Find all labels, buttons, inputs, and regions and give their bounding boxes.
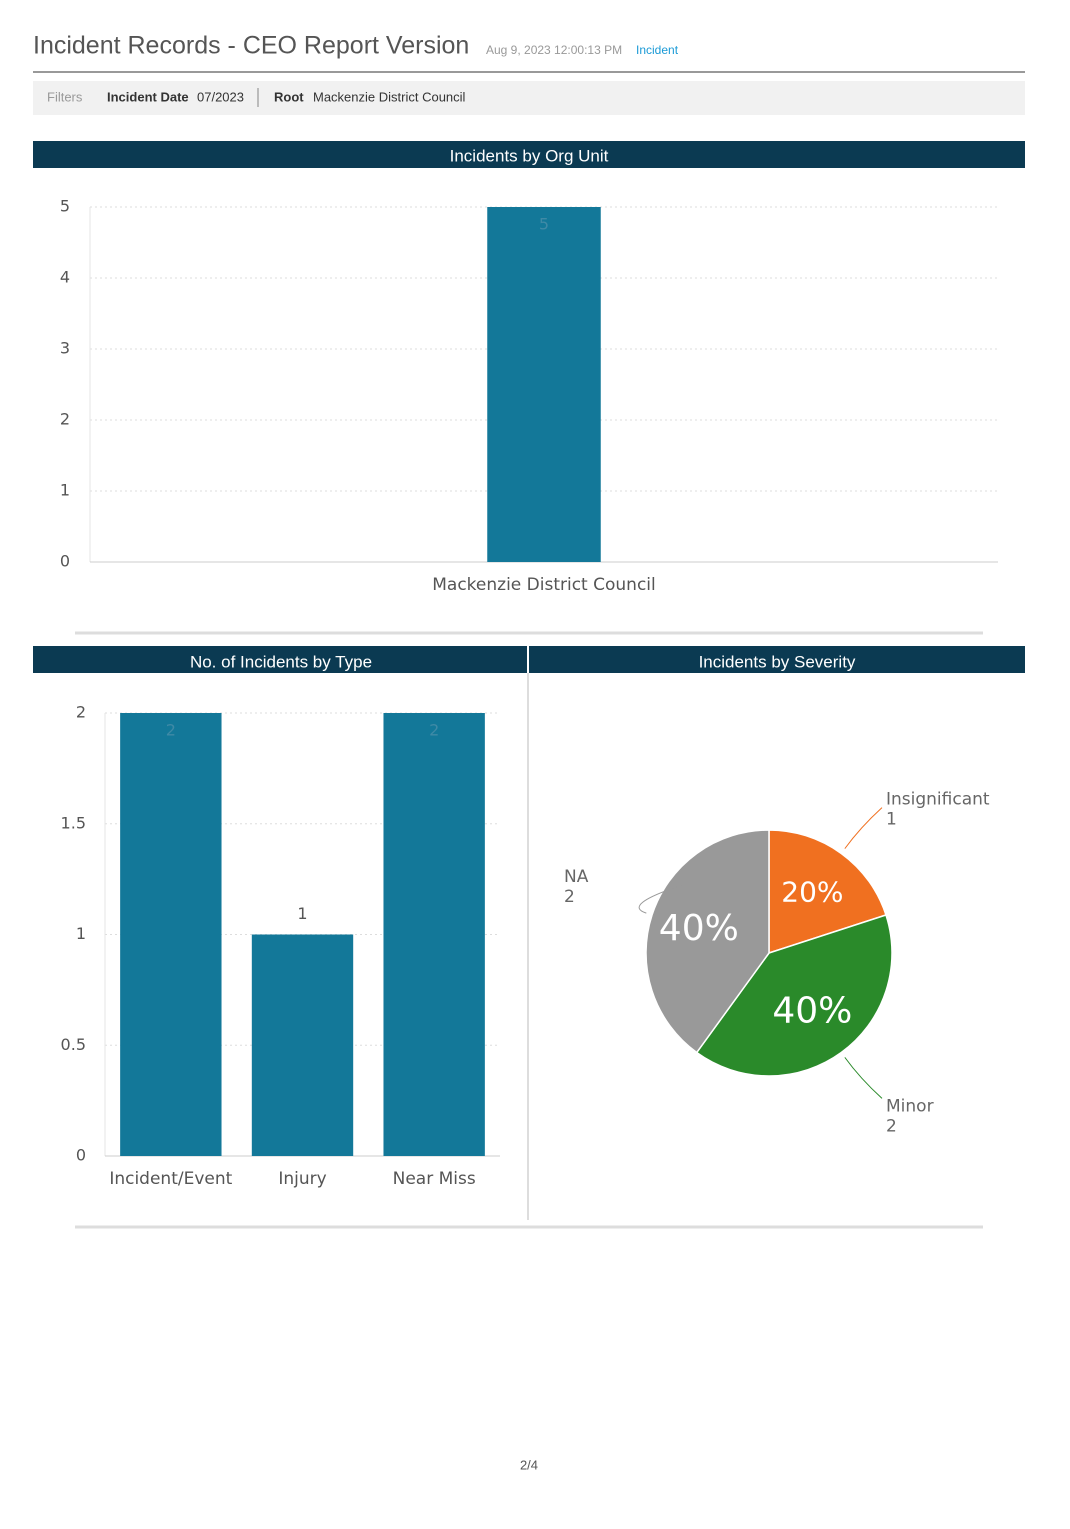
report-link[interactable]: Incident	[636, 43, 679, 57]
slice-name: Minor	[886, 1096, 934, 1116]
y-tick-label: 0	[60, 552, 70, 571]
panel-header	[33, 141, 1025, 168]
slice-label: 20%	[781, 875, 843, 908]
report-title: Incident Records - CEO Report Version	[33, 32, 469, 60]
slice-label: 40%	[659, 908, 739, 949]
slice-name: Insignificant	[886, 790, 990, 810]
y-tick-label: 0.5	[61, 1035, 86, 1054]
filter-label: Filters	[47, 89, 83, 104]
filter-value: 07/2023	[197, 89, 244, 104]
filter-bar	[33, 81, 1025, 115]
pie-slice	[645, 829, 770, 1054]
leader-line	[844, 807, 883, 849]
x-tick-label: Incident/Event	[109, 1169, 232, 1189]
data-label: 5	[539, 215, 549, 234]
bar	[487, 207, 601, 562]
data-label: 2	[166, 721, 176, 740]
panel-header	[529, 646, 1025, 673]
slice-count: 2	[564, 887, 575, 907]
y-tick-label: 2	[60, 410, 70, 429]
x-tick-label: Injury	[278, 1169, 326, 1189]
slice-count: 2	[886, 1116, 897, 1136]
slice-label: 40%	[772, 991, 852, 1032]
slice-name: NA	[564, 867, 589, 887]
y-tick-label: 0	[76, 1146, 86, 1165]
pie-slice	[768, 829, 887, 955]
bar	[120, 713, 222, 1156]
y-tick-label: 5	[60, 197, 70, 216]
panel-title: No. of Incidents by Type	[190, 652, 372, 671]
y-tick-label: 4	[60, 268, 70, 287]
pie-slice	[695, 914, 893, 1077]
page-number: 2/4	[520, 1457, 538, 1472]
y-tick-label: 1	[76, 924, 86, 943]
leader-line	[844, 1057, 883, 1099]
timestamp: Aug 9, 2023 12:00:13 PM	[486, 43, 622, 57]
x-tick-label: Mackenzie District Council	[432, 575, 656, 595]
y-tick-label: 1.5	[61, 813, 86, 832]
panel-title: Incidents by Severity	[699, 652, 856, 671]
data-label: 1	[297, 904, 307, 923]
leader-line	[638, 884, 683, 914]
panel-title: Incidents by Org Unit	[450, 146, 609, 165]
filter-name: Incident Date	[107, 89, 189, 104]
y-tick-label: 3	[60, 339, 70, 358]
y-tick-label: 2	[76, 703, 86, 722]
bar	[251, 934, 354, 1156]
bar	[383, 713, 485, 1156]
panel-header	[33, 646, 527, 673]
filter-value: Mackenzie District Council	[313, 89, 466, 104]
x-tick-label: Near Miss	[393, 1169, 476, 1189]
y-tick-label: 1	[60, 481, 70, 500]
data-label: 2	[429, 721, 439, 740]
filter-name: Root	[274, 89, 304, 104]
slice-count: 1	[886, 810, 897, 830]
